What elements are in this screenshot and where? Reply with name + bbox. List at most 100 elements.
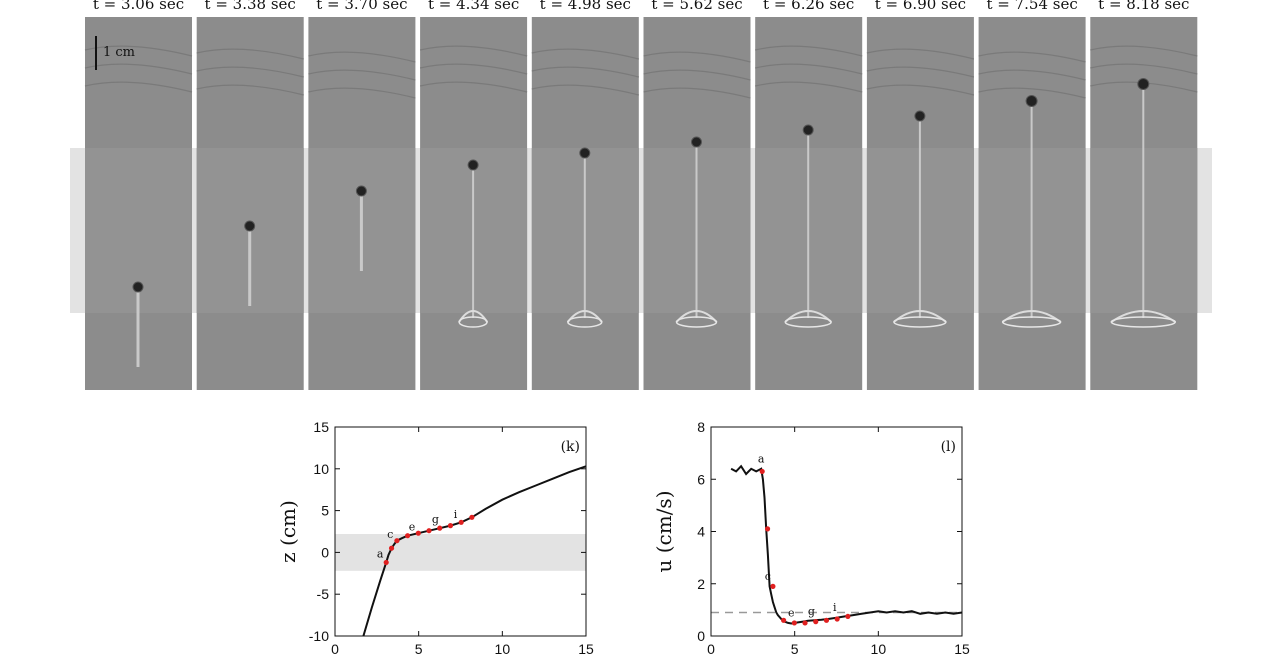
- ripple-line: [84, 63, 193, 75]
- ripple-line: [419, 45, 528, 57]
- point-label: g: [432, 513, 439, 526]
- data-point: [791, 620, 797, 626]
- ripple-line: [866, 84, 975, 96]
- ripple-line: [755, 63, 863, 75]
- ripple-line: [419, 63, 528, 75]
- ripple-line: [643, 69, 751, 81]
- frame-1: t = 3.06 sec: [84, 0, 193, 390]
- axes-box: [334, 426, 587, 637]
- x-tick-label: 15: [578, 641, 594, 657]
- x-tick-label: 15: [954, 641, 970, 657]
- ripple-line: [84, 45, 193, 57]
- frame-7: t = 6.26 sec: [755, 0, 863, 390]
- frame-3: t = 3.70 sec: [308, 0, 416, 390]
- sphere: [355, 185, 367, 197]
- frame-time-label: t = 8.18 sec: [1098, 0, 1189, 13]
- frame-time-label: t = 7.54 sec: [986, 0, 1077, 13]
- ripple-line: [84, 81, 193, 93]
- image-frames: t = 3.06 sec t = 3.38 sec t = 3.70 sec t = …: [84, 0, 1198, 390]
- ripple-line: [978, 69, 1086, 81]
- ripple-line: [308, 87, 416, 99]
- ripple-line: [531, 66, 639, 78]
- ripple-line: [531, 84, 639, 96]
- ripple-line: [419, 81, 528, 93]
- x-tick-label: 0: [707, 641, 715, 657]
- data-point: [813, 619, 819, 625]
- ripple-line: [866, 66, 975, 78]
- data-point: [802, 620, 808, 626]
- y-tick-label: 5: [321, 503, 329, 519]
- data-point: [759, 468, 765, 475]
- chart-k: 0 5 10 15 15 10 5 0 -5 -10 ac e g i (k) z (cm): [276, 419, 594, 657]
- ripple-line: [1090, 63, 1198, 75]
- data-point: [447, 523, 454, 529]
- data-point: [764, 526, 771, 532]
- frame-4: t = 4.34 sec: [419, 0, 528, 390]
- ripple-line: [196, 66, 304, 78]
- data-point: [405, 533, 411, 539]
- frame-time-label: t = 5.62 sec: [651, 0, 742, 13]
- data-point: [834, 616, 840, 622]
- panel-label: (k): [561, 439, 580, 455]
- ripple-line: [643, 51, 751, 63]
- data-point: [770, 583, 776, 589]
- sphere: [802, 124, 814, 136]
- sphere: [244, 220, 256, 232]
- data-point: [781, 617, 787, 623]
- frame-5: t = 4.98 sec: [531, 0, 639, 390]
- sphere: [914, 110, 926, 122]
- frame-2: t = 3.38 sec: [196, 0, 304, 390]
- sphere: [467, 159, 479, 171]
- y-tick-label: 0: [321, 544, 329, 560]
- data-point: [469, 514, 475, 520]
- series-line: [730, 464, 963, 625]
- y-tick-label: 4: [697, 524, 705, 540]
- data-point: [426, 528, 432, 534]
- frame-time-label: t = 3.06 sec: [93, 0, 184, 13]
- ripple-line: [866, 48, 975, 60]
- x-tick-label: 5: [791, 641, 799, 657]
- chart-l: 0 5 10 15 8 6 4 2 0 a c e g i (l) u (cm/s): [652, 419, 970, 657]
- x-tick-label: 10: [495, 641, 511, 657]
- point-label: c: [387, 528, 393, 541]
- ripple-line: [755, 81, 863, 93]
- y-tick-label: 6: [697, 471, 705, 487]
- y-tick-label: 15: [313, 419, 329, 435]
- ripple-line: [308, 69, 416, 81]
- data-point: [823, 617, 830, 623]
- sphere: [691, 136, 702, 148]
- point-label: a: [758, 452, 765, 465]
- y-tick-label: -5: [317, 586, 330, 602]
- wake-ring: [567, 316, 603, 328]
- x-tick-label: 5: [415, 641, 423, 657]
- frame-time-label: t = 3.38 sec: [205, 0, 296, 13]
- ripple-line: [196, 84, 304, 96]
- wake-ring: [1110, 316, 1177, 328]
- y-tick-label: 0: [697, 628, 705, 644]
- point-label: e: [409, 521, 416, 534]
- ripple-line: [755, 45, 863, 57]
- y-tick-label: 2: [697, 576, 705, 592]
- data-point: [458, 519, 464, 525]
- wake-ring: [893, 316, 947, 328]
- point-label: e: [788, 606, 795, 619]
- point-label: a: [377, 547, 384, 560]
- wake-ring: [784, 316, 832, 328]
- frame-time-label: t = 6.26 sec: [763, 0, 854, 13]
- frame-9: t = 7.54 sec: [978, 0, 1086, 390]
- sphere: [579, 147, 591, 159]
- panel-label: (l): [941, 439, 956, 455]
- y-axis-label: u (cm/s): [652, 490, 676, 572]
- sphere: [1025, 95, 1038, 107]
- x-tick-label: 0: [331, 641, 339, 657]
- ripple-line: [643, 87, 751, 99]
- frame-time-label: t = 4.98 sec: [540, 0, 631, 13]
- frame-time-label: t = 6.90 sec: [875, 0, 966, 13]
- data-point: [394, 538, 400, 544]
- shaded-layer: [335, 534, 586, 571]
- x-tick-label: 10: [871, 641, 887, 657]
- point-label: i: [833, 601, 837, 614]
- ripple-line: [1090, 45, 1198, 57]
- point-label: g: [808, 605, 815, 618]
